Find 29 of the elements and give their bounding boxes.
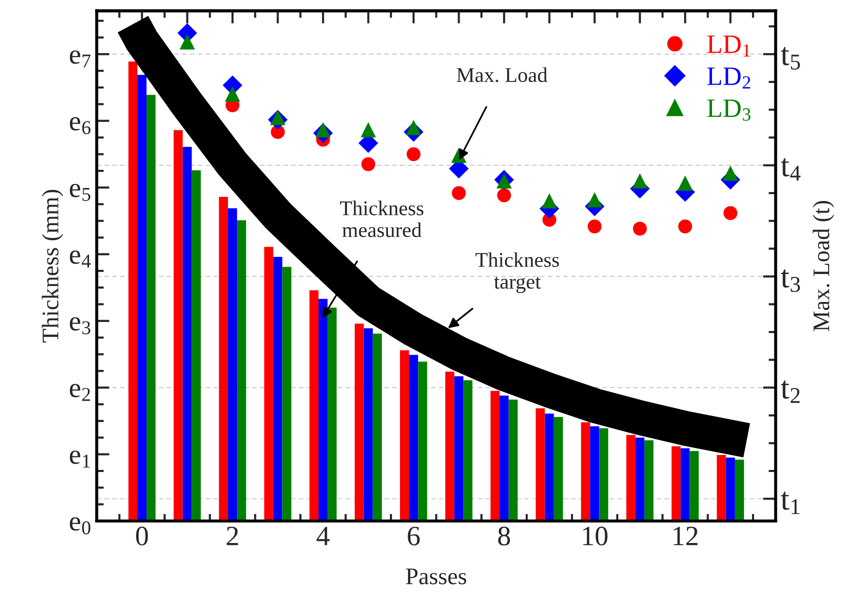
y-tick-label: e$_{1}$: [70, 450, 90, 468]
legend-label: LD$_{3}$: [707, 100, 750, 121]
x-tick-label: 8: [498, 526, 510, 546]
y-tick-label: e$_{6}$: [70, 117, 90, 134]
x-tick-label: 10: [583, 526, 608, 546]
x-tick-label: 6: [408, 526, 420, 546]
y2-tick-label: t$_{3}$: [780, 269, 800, 292]
annotation: Thickness target: [476, 252, 559, 294]
y-tick-label: e$_{4}$: [70, 250, 91, 268]
y-tick-label: e$_{7}$: [70, 50, 91, 68]
y-tick-label: e$_{0}$: [70, 517, 90, 534]
y-axis-title: Thickness (mm): [42, 190, 64, 343]
y2-axis-title: Max. Load (t): [812, 201, 834, 332]
legend-label: LD$_{1}$: [707, 36, 750, 57]
annotation: Max. Load: [456, 67, 548, 82]
y-tick-label: e$_{2}$: [70, 384, 90, 401]
annotation: Thickness measured: [340, 200, 424, 238]
x-tick-label: 12: [674, 526, 698, 546]
x-tick-label: 4: [316, 526, 330, 546]
y-tick-label: e$_{3}$: [70, 317, 90, 334]
x-tick-label: 2: [226, 526, 238, 546]
y2-tick-label: t$_{5}$: [780, 47, 800, 70]
y2-tick-label: t$_{2}$: [780, 380, 800, 403]
legend-label: LD$_{2}$: [707, 68, 750, 89]
y-tick-label: e$_{5}$: [70, 184, 90, 201]
y2-tick-label: t$_{1}$: [780, 492, 800, 514]
x-axis-title: Passes: [406, 568, 466, 584]
y2-tick-label: t$_{4}$: [780, 158, 800, 181]
x-tick-label: 0: [136, 526, 148, 546]
